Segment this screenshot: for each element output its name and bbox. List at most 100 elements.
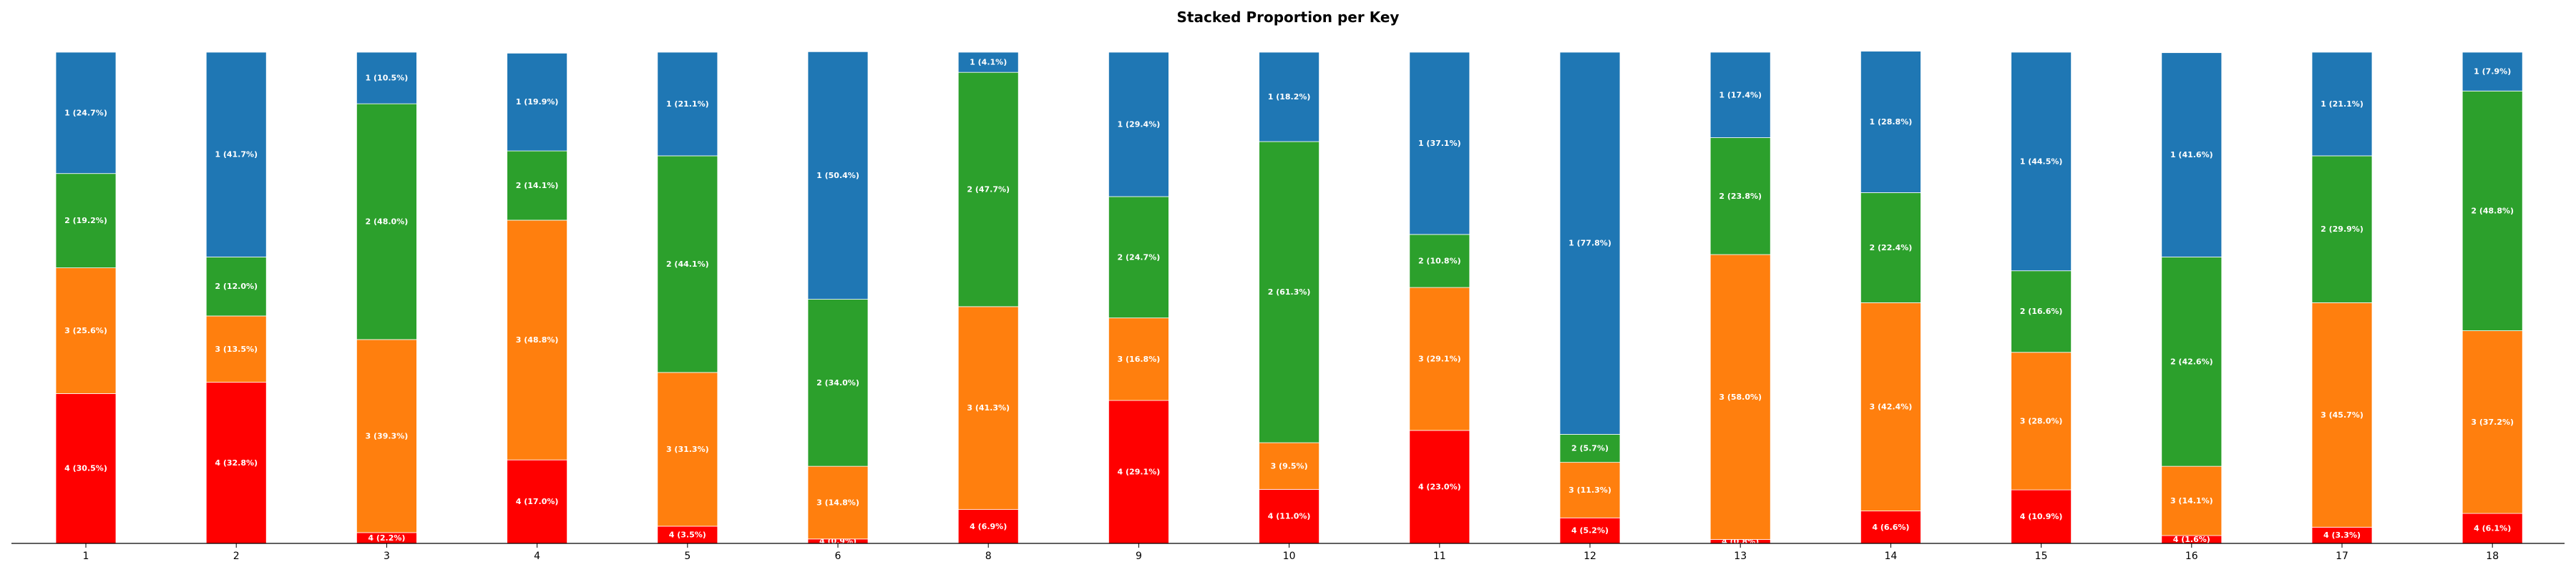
data-label-3-key-3: 3 (39.3%) xyxy=(366,431,409,440)
data-label-3-key-8: 3 (41.3%) xyxy=(967,403,1010,413)
bar-segment-1-key-9 xyxy=(1108,51,1169,197)
data-label-2-key-12: 2 (5.7%) xyxy=(1571,444,1609,453)
data-label-2-key-3: 2 (48.0%) xyxy=(366,217,409,227)
x-tick-label: 16 xyxy=(2185,551,2198,562)
bar-segment-1-key-16 xyxy=(2161,52,2223,257)
x-tick-label: 8 xyxy=(985,551,992,562)
data-label-1-key-14: 1 (28.8%) xyxy=(1870,117,1913,127)
bar-segment-1-key-14 xyxy=(1860,51,1921,193)
x-tick-label: 13 xyxy=(1734,551,1747,562)
data-label-1-key-8: 1 (4.1%) xyxy=(970,58,1007,67)
bar-segment-2-key-17 xyxy=(2311,155,2373,303)
data-label-4-key-4: 4 (17.0%) xyxy=(516,497,559,506)
bar-segment-2-key-1 xyxy=(55,173,117,268)
data-label-1-key-11: 1 (37.1%) xyxy=(1418,139,1461,148)
x-tick-label: 9 xyxy=(1136,551,1142,562)
bar-segment-4-key-2 xyxy=(205,382,267,544)
x-tick-label: 12 xyxy=(1584,551,1596,562)
data-label-3-key-1: 3 (25.6%) xyxy=(64,326,107,335)
bar-segment-2-key-12 xyxy=(1559,434,1621,463)
bar-segment-1-key-10 xyxy=(1259,51,1319,142)
bar-segment-3-key-8 xyxy=(957,306,1019,510)
bar-segment-4-key-14 xyxy=(1860,511,1921,544)
data-label-1-key-15: 1 (44.5%) xyxy=(2020,157,2063,166)
data-label-3-key-2: 3 (13.5%) xyxy=(215,345,258,354)
bar-segment-3-key-12 xyxy=(1559,462,1621,518)
data-label-3-key-15: 3 (28.0%) xyxy=(2020,416,2063,425)
x-tick-label: 4 xyxy=(534,551,540,562)
bar-segment-2-key-11 xyxy=(1409,234,1470,288)
bar-segment-4-key-4 xyxy=(507,459,567,544)
data-label-3-key-4: 3 (48.8%) xyxy=(516,335,559,345)
data-label-2-key-14: 2 (22.4%) xyxy=(1870,243,1913,252)
data-label-3-key-16: 3 (14.1%) xyxy=(2170,496,2213,506)
data-label-4-key-10: 4 (11.0%) xyxy=(1268,512,1311,521)
x-tick-label: 3 xyxy=(384,551,390,562)
data-label-1-key-16: 1 (41.6%) xyxy=(2170,150,2213,159)
bar-segment-2-key-3 xyxy=(356,103,417,340)
data-label-3-key-13: 3 (58.0%) xyxy=(1719,393,1762,402)
data-label-2-key-13: 2 (23.8%) xyxy=(1719,192,1762,201)
x-tick-label: 15 xyxy=(2035,551,2048,562)
data-label-1-key-1: 1 (24.7%) xyxy=(64,108,107,117)
data-label-1-key-2: 1 (41.7%) xyxy=(215,150,258,159)
bar-segment-3-key-3 xyxy=(356,339,417,533)
chart-title: Stacked Proportion per Key xyxy=(1176,9,1400,26)
data-label-4-key-8: 4 (6.9%) xyxy=(970,522,1007,531)
data-label-2-key-2: 2 (12.0%) xyxy=(215,282,258,291)
data-label-2-key-6: 2 (34.0%) xyxy=(816,378,859,388)
bar-segment-1-key-13 xyxy=(1709,51,1771,138)
bar-segment-1-key-12 xyxy=(1559,51,1621,435)
data-label-3-key-18: 3 (37.2%) xyxy=(2471,418,2514,427)
bar-segment-1-key-4 xyxy=(507,52,567,152)
bar-segment-4-key-11 xyxy=(1409,430,1470,544)
bar-segment-2-key-10 xyxy=(1259,141,1319,443)
x-tick-label: 18 xyxy=(2486,551,2499,562)
bar-segment-1-key-8 xyxy=(957,51,1019,73)
bar-segment-3-key-11 xyxy=(1409,287,1470,431)
x-tick-label: 17 xyxy=(2336,551,2348,562)
bar-segment-3-key-4 xyxy=(507,220,567,460)
data-label-4-key-12: 4 (5.2%) xyxy=(1571,526,1609,536)
bar-segment-2-key-6 xyxy=(807,299,869,467)
bar-segment-3-key-14 xyxy=(1860,302,1921,512)
bar-segment-3-key-5 xyxy=(657,372,718,527)
bar-segment-1-key-18 xyxy=(2462,51,2523,92)
data-label-3-key-11: 3 (29.1%) xyxy=(1418,355,1461,364)
data-label-4-key-3: 4 (2.2%) xyxy=(368,533,405,543)
bar-segment-3-key-18 xyxy=(2462,330,2523,514)
bar-segment-2-key-13 xyxy=(1709,137,1771,255)
data-label-2-key-17: 2 (29.9%) xyxy=(2321,225,2363,234)
data-label-2-key-16: 2 (42.6%) xyxy=(2170,357,2213,366)
data-label-4-key-14: 4 (6.6%) xyxy=(1872,523,1909,532)
bar-segment-3-key-9 xyxy=(1108,317,1169,401)
data-label-2-key-18: 2 (48.8%) xyxy=(2471,206,2514,215)
bar-segment-3-key-16 xyxy=(2161,465,2223,536)
bar-segment-2-key-18 xyxy=(2462,90,2523,331)
bar-segment-4-key-12 xyxy=(1559,517,1621,544)
x-tick-label: 2 xyxy=(233,551,240,562)
data-label-3-key-12: 3 (11.3%) xyxy=(1568,485,1611,495)
data-label-3-key-14: 3 (42.4%) xyxy=(1870,403,1913,412)
bar-segment-1-key-15 xyxy=(2011,51,2072,272)
bar-segment-2-key-9 xyxy=(1108,196,1169,319)
bar-segment-1-key-11 xyxy=(1409,51,1470,235)
bar-segment-4-key-1 xyxy=(55,393,117,544)
data-label-1-key-9: 1 (29.4%) xyxy=(1118,119,1161,129)
bar-segment-2-key-16 xyxy=(2161,257,2223,467)
data-label-1-key-6: 1 (50.4%) xyxy=(816,171,859,180)
bar-segment-2-key-2 xyxy=(205,257,267,317)
bar-segment-2-key-5 xyxy=(657,155,718,373)
data-label-3-key-9: 3 (16.8%) xyxy=(1118,355,1161,364)
bar-segment-2-key-4 xyxy=(507,150,567,221)
data-label-4-key-16: 4 (1.6%) xyxy=(2173,535,2210,544)
bar-segment-4-key-8 xyxy=(957,509,1019,544)
bar-segment-1-key-2 xyxy=(205,51,267,257)
bar-segment-3-key-6 xyxy=(807,465,869,540)
data-label-2-key-4: 2 (14.1%) xyxy=(516,181,559,190)
data-label-2-key-8: 2 (47.7%) xyxy=(967,185,1010,194)
data-label-4-key-2: 4 (32.8%) xyxy=(215,458,258,468)
data-label-2-key-10: 2 (61.3%) xyxy=(1268,287,1311,297)
